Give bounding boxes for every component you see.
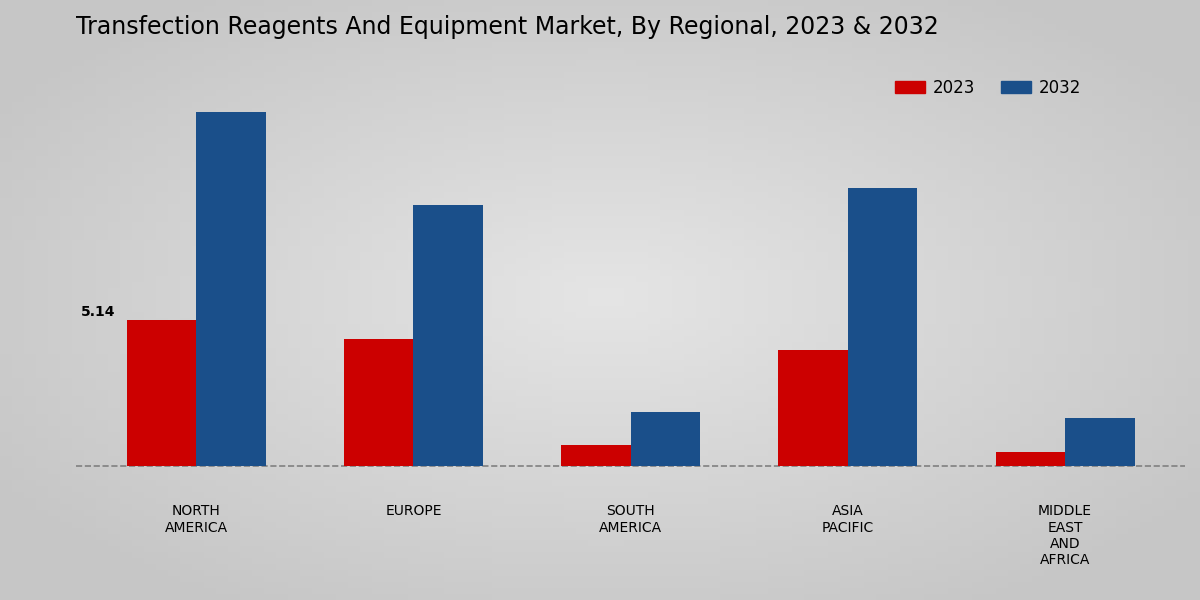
Bar: [1066, 418, 1135, 466]
Text: Transfection Reagents And Equipment Market, By Regional, 2023 & 2032: Transfection Reagents And Equipment Mark…: [77, 15, 940, 39]
Bar: [344, 338, 414, 466]
Bar: [996, 452, 1066, 466]
Y-axis label: Market Size in USD Billion: Market Size in USD Billion: [0, 168, 10, 382]
Legend: 2023, 2032: 2023, 2032: [888, 72, 1088, 103]
Bar: [414, 205, 482, 466]
Bar: [848, 188, 917, 466]
Bar: [562, 445, 631, 466]
Bar: [197, 112, 265, 466]
Bar: [779, 350, 848, 466]
Bar: [127, 320, 197, 466]
Bar: [631, 412, 700, 466]
Text: 5.14: 5.14: [82, 305, 116, 319]
